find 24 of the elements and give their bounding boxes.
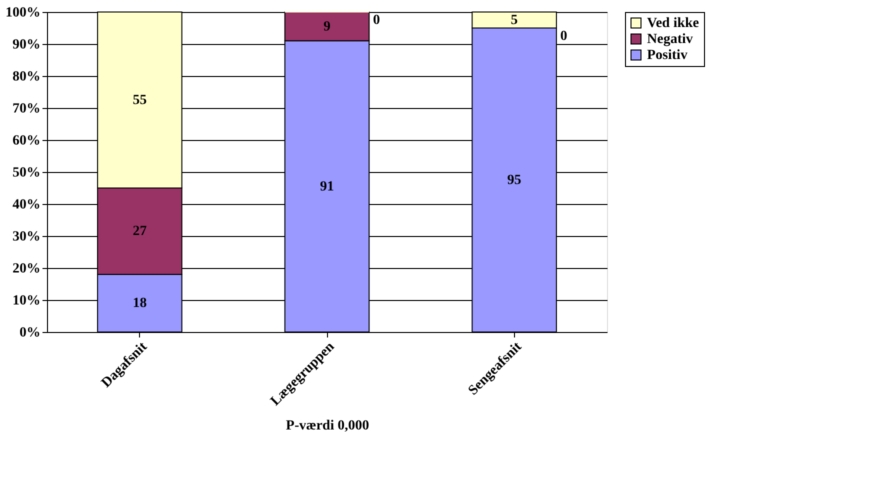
y-tick-label: 30% (12, 230, 40, 244)
legend-label: Negativ (647, 32, 693, 47)
y-tick-label: 40% (12, 198, 40, 212)
data-label: 27 (132, 224, 147, 240)
x-axis-title: P-værdi 0,000 (286, 418, 370, 434)
legend-label: Positiv (647, 48, 688, 63)
y-tick-label: 80% (12, 70, 40, 84)
data-label: 91 (320, 179, 334, 194)
y-tick-label: 50% (12, 166, 40, 180)
data-label: 55 (132, 93, 147, 108)
data-label: 9 (324, 19, 330, 34)
data-label: 0 (560, 29, 568, 44)
y-tick-label: 20% (12, 262, 40, 276)
legend-label: Ved ikke (647, 16, 700, 31)
y-tick-label: 70% (12, 102, 40, 116)
data-label: 95 (507, 173, 522, 188)
y-tick-label: 60% (12, 134, 40, 148)
y-tick-label: 90% (12, 38, 40, 52)
data-label: 5 (510, 13, 518, 28)
data-label: 18 (132, 296, 147, 312)
y-tick-label: 0% (20, 326, 40, 340)
y-tick-label: 10% (12, 294, 40, 308)
y-tick-label: 100% (6, 6, 40, 20)
data-label: 0 (373, 13, 380, 28)
